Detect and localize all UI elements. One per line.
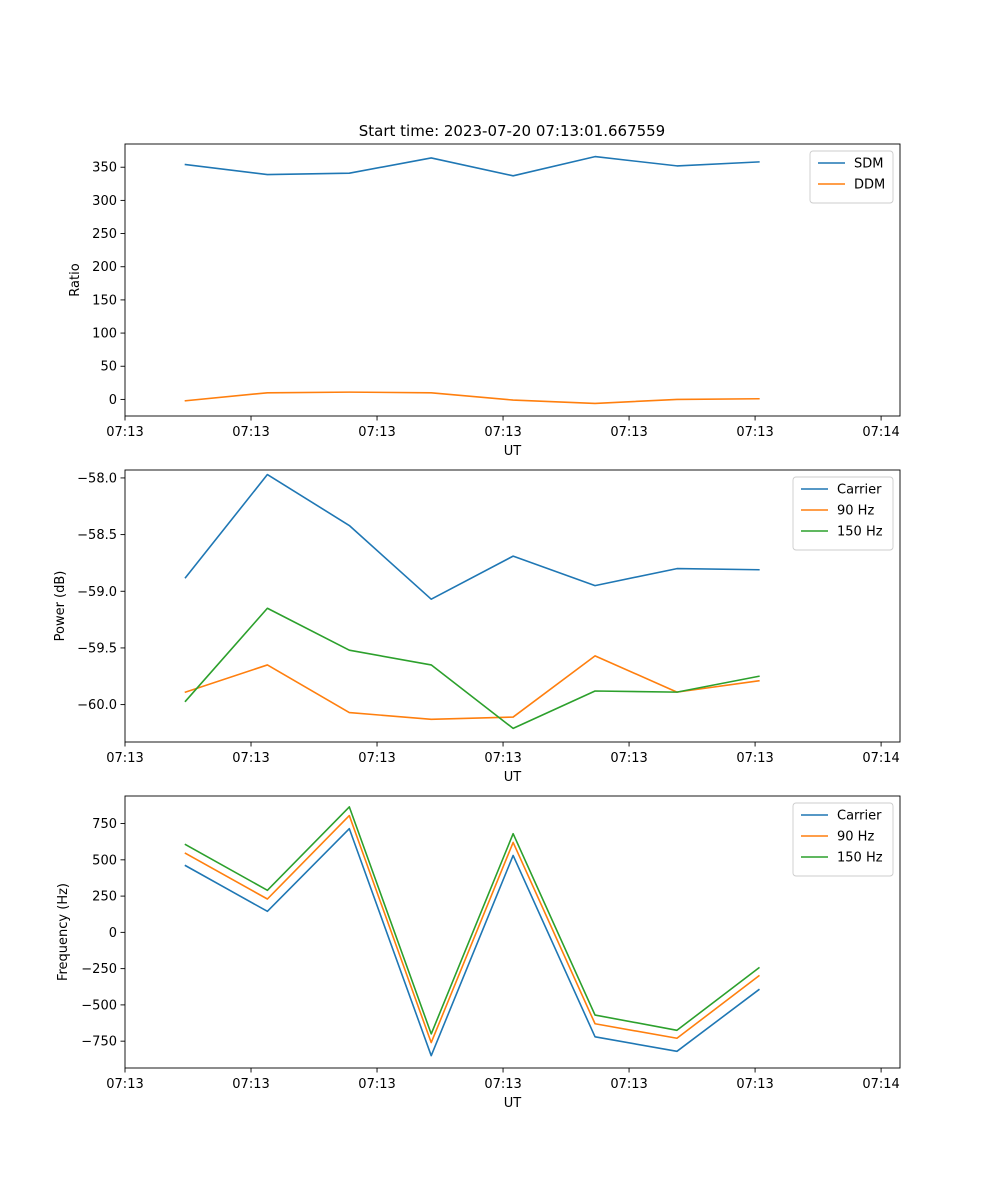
- legend: Carrier 90 Hz 150 Hz: [792, 476, 894, 551]
- legend-entry: SDM: [854, 157, 883, 172]
- y-tick-label: 0: [109, 926, 117, 941]
- subplot-3: 07:13 07:13 07:13 07:13 07:13 07:13 07:14 −750 −…: [56, 795, 901, 1111]
- subplot-1: 07:13 07:13 07:13 07:13 07:13 07:13 07:14 0 50 10…: [68, 143, 901, 459]
- chart-title: Start time: 2023-07-20 07:13:01.667559: [359, 122, 665, 140]
- y-tick-label: −58.5: [77, 528, 117, 543]
- x-axis-label: UT: [504, 1096, 522, 1111]
- x-tick-label: 07:13: [736, 1077, 773, 1092]
- legend-box: [809, 150, 894, 204]
- x-tick-label: 07:13: [232, 425, 269, 440]
- axes-frame: [124, 143, 901, 417]
- x-tick-label: 07:13: [484, 1077, 521, 1092]
- y-tick-label: 250: [92, 890, 117, 905]
- series-line-carrier: [184, 473, 760, 601]
- y-tick-label: 750: [92, 817, 117, 832]
- y-tick-label: −58.0: [77, 471, 117, 486]
- y-tick-label: −59.5: [77, 641, 117, 656]
- x-tick-label: 07:14: [862, 1077, 899, 1092]
- y-axis-label: Power (dB): [53, 571, 68, 642]
- legend-entry: Carrier: [837, 809, 882, 824]
- x-tick-label: 07:13: [610, 425, 647, 440]
- y-tick-label: 250: [92, 227, 117, 242]
- y-tick-label: 300: [92, 194, 117, 209]
- x-tick-label: 07:13: [232, 751, 269, 766]
- x-tick-label: 07:14: [862, 425, 899, 440]
- x-tick-label: 07:13: [736, 751, 773, 766]
- subplots: 07:13 07:13 07:13 07:13 07:13 07:13 07:14 0 50 10…: [53, 143, 901, 1111]
- legend-entry: 90 Hz: [837, 504, 874, 519]
- legend: SDM DDM: [809, 150, 894, 204]
- legend: Carrier 90 Hz 150 Hz: [792, 802, 894, 877]
- x-tick-label: 07:13: [232, 1077, 269, 1092]
- legend-entry: DDM: [854, 178, 885, 193]
- y-tick-label: 200: [92, 260, 117, 275]
- y-tick-label: −750: [81, 1035, 117, 1050]
- y-tick-label: 0: [109, 393, 117, 408]
- x-tick-label: 07:13: [610, 751, 647, 766]
- x-tick-label: 07:13: [358, 425, 395, 440]
- x-tick-label: 07:14: [862, 751, 899, 766]
- x-axis-label: UT: [504, 770, 522, 785]
- subplot-2: 07:13 07:13 07:13 07:13 07:13 07:13 07:14 −60.0…: [53, 469, 901, 785]
- y-tick-label: 100: [92, 327, 117, 342]
- y-tick-label: 350: [92, 161, 117, 176]
- y-tick-label: −500: [81, 998, 117, 1013]
- y-axis-label: Ratio: [68, 263, 83, 296]
- x-tick-label: 07:13: [106, 425, 143, 440]
- x-tick-label: 07:13: [358, 1077, 395, 1092]
- y-tick-label: −59.0: [77, 585, 117, 600]
- series-line-ddm: [184, 391, 760, 405]
- legend-entry: 150 Hz: [837, 525, 883, 540]
- legend-entry: Carrier: [837, 483, 882, 498]
- series-line-carrier: [184, 827, 760, 1057]
- series-line-90-hz: [184, 814, 760, 1044]
- x-axis-label: UT: [504, 444, 522, 459]
- y-tick-label: 50: [100, 360, 117, 375]
- x-tick-label: 07:13: [106, 1077, 143, 1092]
- x-tick-label: 07:13: [358, 751, 395, 766]
- x-tick-label: 07:13: [106, 751, 143, 766]
- y-tick-label: 150: [92, 293, 117, 308]
- axes-frame: [124, 469, 901, 743]
- series-line-150-hz: [184, 607, 760, 730]
- x-tick-label: 07:13: [736, 425, 773, 440]
- x-tick-label: 07:13: [610, 1077, 647, 1092]
- y-tick-label: −60.0: [77, 698, 117, 713]
- y-tick-label: −250: [81, 962, 117, 977]
- x-tick-label: 07:13: [484, 425, 521, 440]
- y-tick-label: 500: [92, 853, 117, 868]
- series-line-150-hz: [184, 806, 760, 1035]
- series-line-90-hz: [184, 655, 760, 721]
- series-line-sdm: [184, 155, 760, 177]
- legend-entry: 150 Hz: [837, 851, 883, 866]
- y-axis-label: Frequency (Hz): [56, 883, 71, 981]
- x-tick-label: 07:13: [484, 751, 521, 766]
- legend-entry: 90 Hz: [837, 830, 874, 845]
